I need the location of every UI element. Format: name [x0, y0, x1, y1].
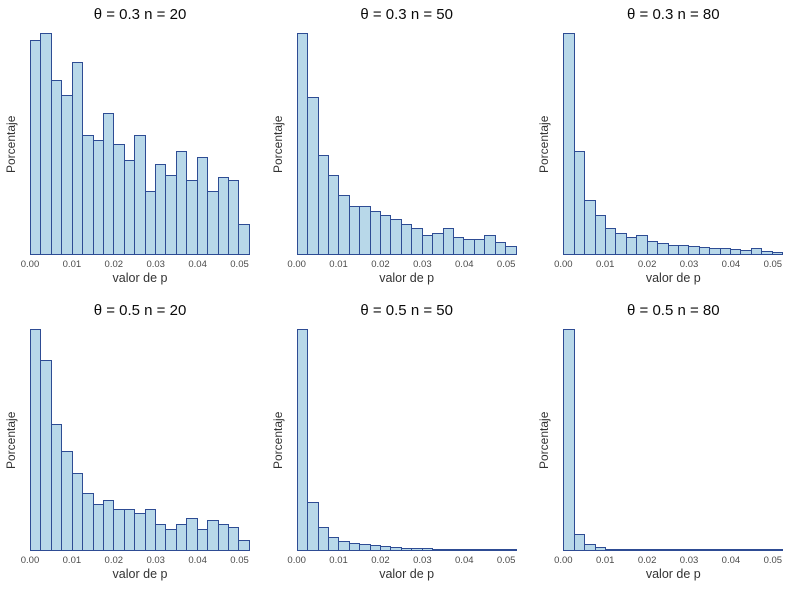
histogram-bar	[228, 526, 240, 551]
x-tick-label: 0.05	[230, 259, 249, 270]
x-tick-label: 0.05	[230, 555, 249, 566]
x-tick-label: 0.01	[595, 259, 615, 270]
panel-title: θ = 0.3 n = 50	[360, 6, 453, 23]
x-axis-label: valor de p	[379, 567, 435, 581]
histogram-bar	[563, 329, 575, 551]
panel-title: θ = 0.5 n = 20	[93, 302, 187, 319]
y-axis-label: Porcentaje	[537, 411, 552, 469]
histogram-bar	[238, 223, 250, 255]
plot-area	[563, 329, 784, 551]
histogram-bar	[505, 246, 517, 255]
panel-theta05-n50: θ = 0.5 n = 50 Porcentaje 0.00 0.01 0.02 0.…	[267, 296, 534, 592]
x-tick-label: 0.00	[287, 555, 306, 566]
y-axis-label: Porcentaje	[4, 115, 18, 173]
x-tick-label: 0.01	[329, 555, 348, 566]
y-axis-label: Porcentaje	[270, 411, 285, 469]
x-axis-label: valor de p	[112, 567, 168, 581]
x-axis-ticks: 0.00 0.01 0.02 0.03 0.04 0.05	[554, 555, 783, 567]
x-tick-label: 0.05	[763, 259, 783, 270]
x-tick-label: 0.01	[595, 555, 615, 566]
x-axis-label: valor de p	[112, 271, 168, 285]
histogram-bar	[505, 549, 517, 551]
x-tick-label: 0.00	[554, 259, 573, 270]
plot-area	[30, 329, 250, 551]
x-tick-label: 0.00	[20, 555, 40, 566]
x-tick-label: 0.05	[496, 555, 516, 566]
panel-theta03-n80: θ = 0.3 n = 80 Porcentaje 0.00 0.01 0.02 0.…	[533, 0, 800, 296]
histogram-bar	[307, 502, 319, 551]
x-axis-ticks: 0.00 0.01 0.02 0.03 0.04 0.05	[287, 259, 517, 271]
x-tick-label: 0.05	[763, 555, 783, 566]
x-axis-ticks: 0.00 0.01 0.02 0.03 0.04 0.05	[287, 555, 517, 567]
histogram-bar	[296, 329, 309, 551]
x-tick-label: 0.02	[104, 555, 124, 566]
x-tick-label: 0.02	[104, 259, 124, 270]
x-tick-label: 0.03	[679, 259, 699, 270]
x-tick-label: 0.01	[62, 259, 82, 270]
x-tick-label: 0.01	[329, 259, 348, 270]
x-tick-label: 0.02	[637, 259, 657, 270]
x-tick-label: 0.01	[62, 555, 82, 566]
x-tick-label: 0.03	[146, 259, 165, 270]
x-axis-ticks: 0.00 0.01 0.02 0.03 0.04 0.05	[554, 259, 783, 271]
x-tick-label: 0.02	[637, 555, 657, 566]
y-axis-label: Porcentaje	[537, 115, 552, 173]
panel-theta05-n20: θ = 0.5 n = 20 Porcentaje 0.00 0.01 0.02 0.…	[0, 296, 267, 592]
x-tick-label: 0.00	[554, 555, 573, 566]
histogram-bar	[238, 539, 250, 551]
y-axis-label: Porcentaje	[270, 115, 285, 173]
x-tick-label: 0.04	[188, 555, 207, 566]
x-axis-ticks: 0.00 0.01 0.02 0.03 0.04 0.05	[21, 555, 250, 567]
panel-title: θ = 0.3 n = 20	[93, 6, 187, 23]
x-tick-label: 0.02	[371, 555, 390, 566]
x-tick-label: 0.04	[721, 259, 741, 270]
panel-title: θ = 0.3 n = 80	[627, 6, 720, 23]
histogram-bar	[771, 251, 784, 255]
x-tick-label: 0.02	[371, 259, 390, 270]
histogram-bar	[563, 33, 575, 255]
panel-theta03-n20: θ = 0.3 n = 20 Porcentaje 0.00 0.01 0.02 0.…	[0, 0, 267, 296]
x-tick-label: 0.00	[20, 259, 40, 270]
histogram-bar	[771, 549, 784, 551]
panel-theta05-n80: θ = 0.5 n = 80 Porcentaje 0.00 0.01 0.02 0.…	[533, 296, 800, 592]
x-tick-label: 0.03	[413, 555, 432, 566]
plot-area	[296, 33, 517, 255]
plot-area	[296, 329, 517, 551]
x-tick-label: 0.04	[188, 259, 207, 270]
x-axis-label: valor de p	[645, 567, 701, 581]
x-tick-label: 0.00	[287, 259, 306, 270]
plot-area	[30, 33, 250, 255]
x-axis-label: valor de p	[379, 271, 435, 285]
x-tick-label: 0.04	[455, 259, 474, 270]
panel-title: θ = 0.5 n = 50	[360, 302, 453, 319]
x-axis-ticks: 0.00 0.01 0.02 0.03 0.04 0.05	[21, 259, 250, 271]
x-tick-label: 0.04	[455, 555, 474, 566]
y-axis-label: Porcentaje	[4, 411, 18, 469]
panel-theta03-n50: θ = 0.3 n = 50 Porcentaje 0.00 0.01 0.02 0.…	[267, 0, 534, 296]
x-tick-label: 0.03	[413, 259, 432, 270]
x-axis-label: valor de p	[645, 271, 701, 285]
histogram-bar	[228, 179, 240, 255]
histogram-bar	[573, 534, 586, 551]
panel-title: θ = 0.5 n = 80	[627, 302, 720, 319]
x-tick-label: 0.03	[679, 555, 699, 566]
plot-area	[563, 33, 784, 255]
x-tick-label: 0.05	[496, 259, 516, 270]
x-tick-label: 0.04	[721, 555, 741, 566]
x-tick-label: 0.03	[146, 555, 165, 566]
